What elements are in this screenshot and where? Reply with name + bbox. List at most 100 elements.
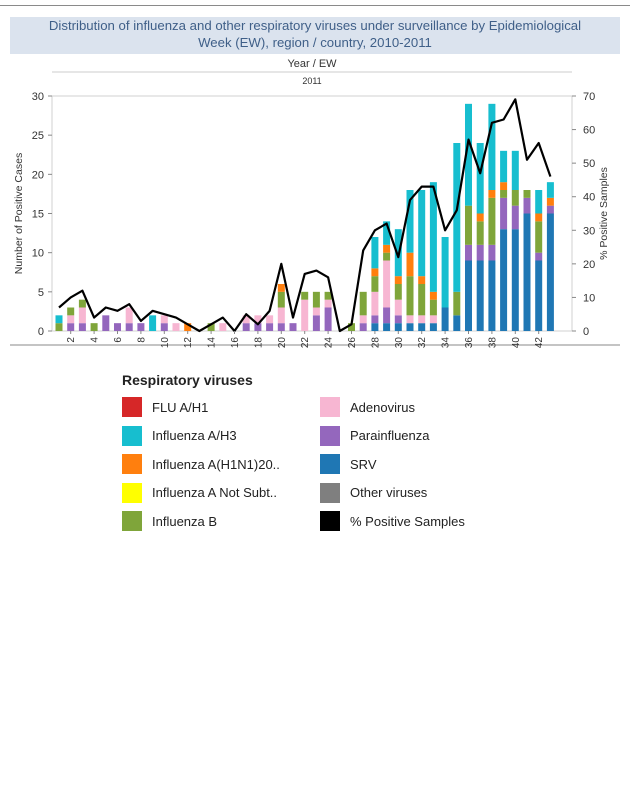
bar-segment	[488, 103, 496, 190]
bar-segment	[418, 190, 426, 277]
bar-segment	[371, 323, 379, 331]
bar-segment	[465, 103, 472, 206]
legend-item: Parainfluenza	[320, 425, 430, 446]
bar-segment	[277, 284, 285, 292]
legend-item: Influenza A(H1N1)20..	[122, 454, 280, 474]
bar-segment	[383, 260, 391, 308]
bar-segment	[488, 190, 496, 198]
bar-segment	[324, 307, 332, 331]
bar-segment	[67, 323, 75, 331]
x-tick-label: 36	[464, 337, 475, 349]
bar-segment	[511, 229, 519, 331]
bar-segment	[465, 205, 472, 245]
bar-segment	[312, 307, 320, 316]
x-tick-label: 32	[417, 337, 428, 349]
x-tick-label: 4	[90, 337, 101, 343]
legend-swatch	[320, 511, 340, 531]
bar-segment	[149, 315, 157, 331]
header-year-ew: Year / EW	[287, 58, 337, 70]
y2-tick-label: 20	[583, 259, 595, 271]
bar-segment	[523, 213, 531, 331]
bar-segment	[418, 276, 426, 284]
y-tick-label: 0	[38, 326, 44, 338]
bar-segment	[488, 244, 496, 261]
legend-label: Influenza A(H1N1)20..	[152, 456, 280, 472]
x-tick-label: 42	[534, 337, 545, 349]
bar-segment	[160, 323, 168, 331]
header-year: 2011	[302, 76, 321, 86]
bar-segment	[348, 323, 355, 331]
legend-item: FLU A/H1	[122, 397, 208, 417]
legend-item: % Positive Samples	[320, 511, 465, 531]
bar-segment	[125, 307, 133, 324]
bar-segment	[55, 315, 63, 324]
bar-segment	[394, 299, 402, 316]
legend-swatch	[122, 482, 142, 503]
chart-title-line-2: Week (EW), region / country, 2010-2011	[198, 35, 432, 50]
bar-segment	[523, 197, 531, 214]
bar-segment	[523, 190, 531, 198]
bar-segment	[429, 182, 437, 292]
bar-segment	[476, 221, 484, 245]
bar-segment	[546, 205, 554, 214]
bar-segment	[172, 323, 180, 331]
x-tick-label: 14	[207, 337, 218, 349]
bar-segment	[511, 205, 519, 230]
legend-label: Adenovirus	[350, 399, 416, 415]
x-tick-label: 28	[370, 337, 381, 349]
header-strip	[52, 54, 572, 88]
legend-swatch	[320, 425, 340, 446]
legend: Respiratory viruses FLU A/H1 Influenza A/…	[122, 372, 542, 537]
bar-segment	[371, 276, 379, 292]
bar-segment	[324, 299, 332, 308]
bar-segment	[394, 276, 402, 284]
bar-segment	[406, 252, 414, 277]
bar-segment	[371, 237, 379, 269]
bar-segment	[359, 315, 367, 324]
bar-segment	[511, 150, 519, 190]
y-tick-label: 10	[32, 248, 44, 260]
bar-segment	[500, 190, 508, 198]
bar-segment	[254, 323, 262, 331]
y-tick-label: 15	[32, 209, 44, 221]
chart-title-line-1: Distribution of influenza and other resp…	[48, 18, 582, 33]
legend-item: Adenovirus	[320, 397, 415, 417]
bar-segment	[453, 291, 461, 316]
bar-segment	[511, 190, 519, 206]
x-tick-label: 30	[394, 337, 405, 349]
x-tick-label: 24	[324, 337, 335, 349]
bar-segment	[418, 315, 426, 324]
bar-segment	[453, 315, 461, 331]
legend-label: Other viruses	[350, 485, 428, 500]
bar-segment	[102, 315, 110, 331]
bar-segment	[476, 213, 484, 222]
y2-axis-title: % Positive Samples	[598, 167, 610, 260]
legend-label: Influenza B	[152, 513, 218, 529]
y2-tick-label: 30	[583, 225, 595, 237]
bar-segment	[383, 221, 391, 245]
bar-segment	[55, 323, 63, 331]
percent-positive-line	[58, 98, 552, 333]
bar-segment	[383, 244, 391, 253]
x-tick-label: 40	[511, 337, 522, 349]
legend-swatch	[320, 454, 340, 474]
bar-segment	[371, 291, 379, 316]
bar-segment	[371, 315, 379, 324]
legend-swatch	[122, 511, 142, 531]
bar-segment	[78, 299, 86, 308]
y2-tick-label: 0	[583, 326, 589, 338]
chart-svg: Year / EW 2011 0 5 10 15 20 25 30 0 10 20 30 40 50 60 70…	[10, 54, 620, 349]
bar-segment	[266, 315, 274, 324]
y-tick-label: 20	[32, 169, 44, 181]
bar-segment	[429, 291, 437, 300]
bar-segment	[125, 323, 133, 331]
y2-tick-label: 40	[583, 192, 595, 204]
x-tick-label: 8	[136, 337, 147, 343]
legend-swatch	[320, 397, 340, 417]
x-tick-label: 2	[66, 337, 77, 343]
bar-segment	[476, 143, 484, 214]
bar-segment	[500, 150, 508, 183]
legend-label: SRV	[350, 456, 377, 472]
bar-segment	[500, 182, 508, 190]
bar-segment	[535, 252, 543, 261]
